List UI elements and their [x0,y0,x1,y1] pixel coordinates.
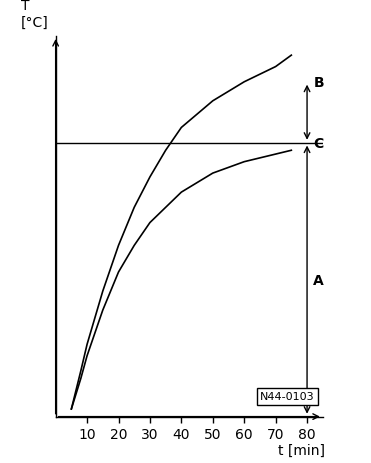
X-axis label: t [min]: t [min] [278,443,325,457]
Text: A: A [313,273,324,287]
Text: C: C [313,137,324,150]
Text: N44-0103: N44-0103 [260,392,315,401]
Text: B: B [313,75,324,89]
Text: T
[°C]: T [°C] [21,0,49,30]
